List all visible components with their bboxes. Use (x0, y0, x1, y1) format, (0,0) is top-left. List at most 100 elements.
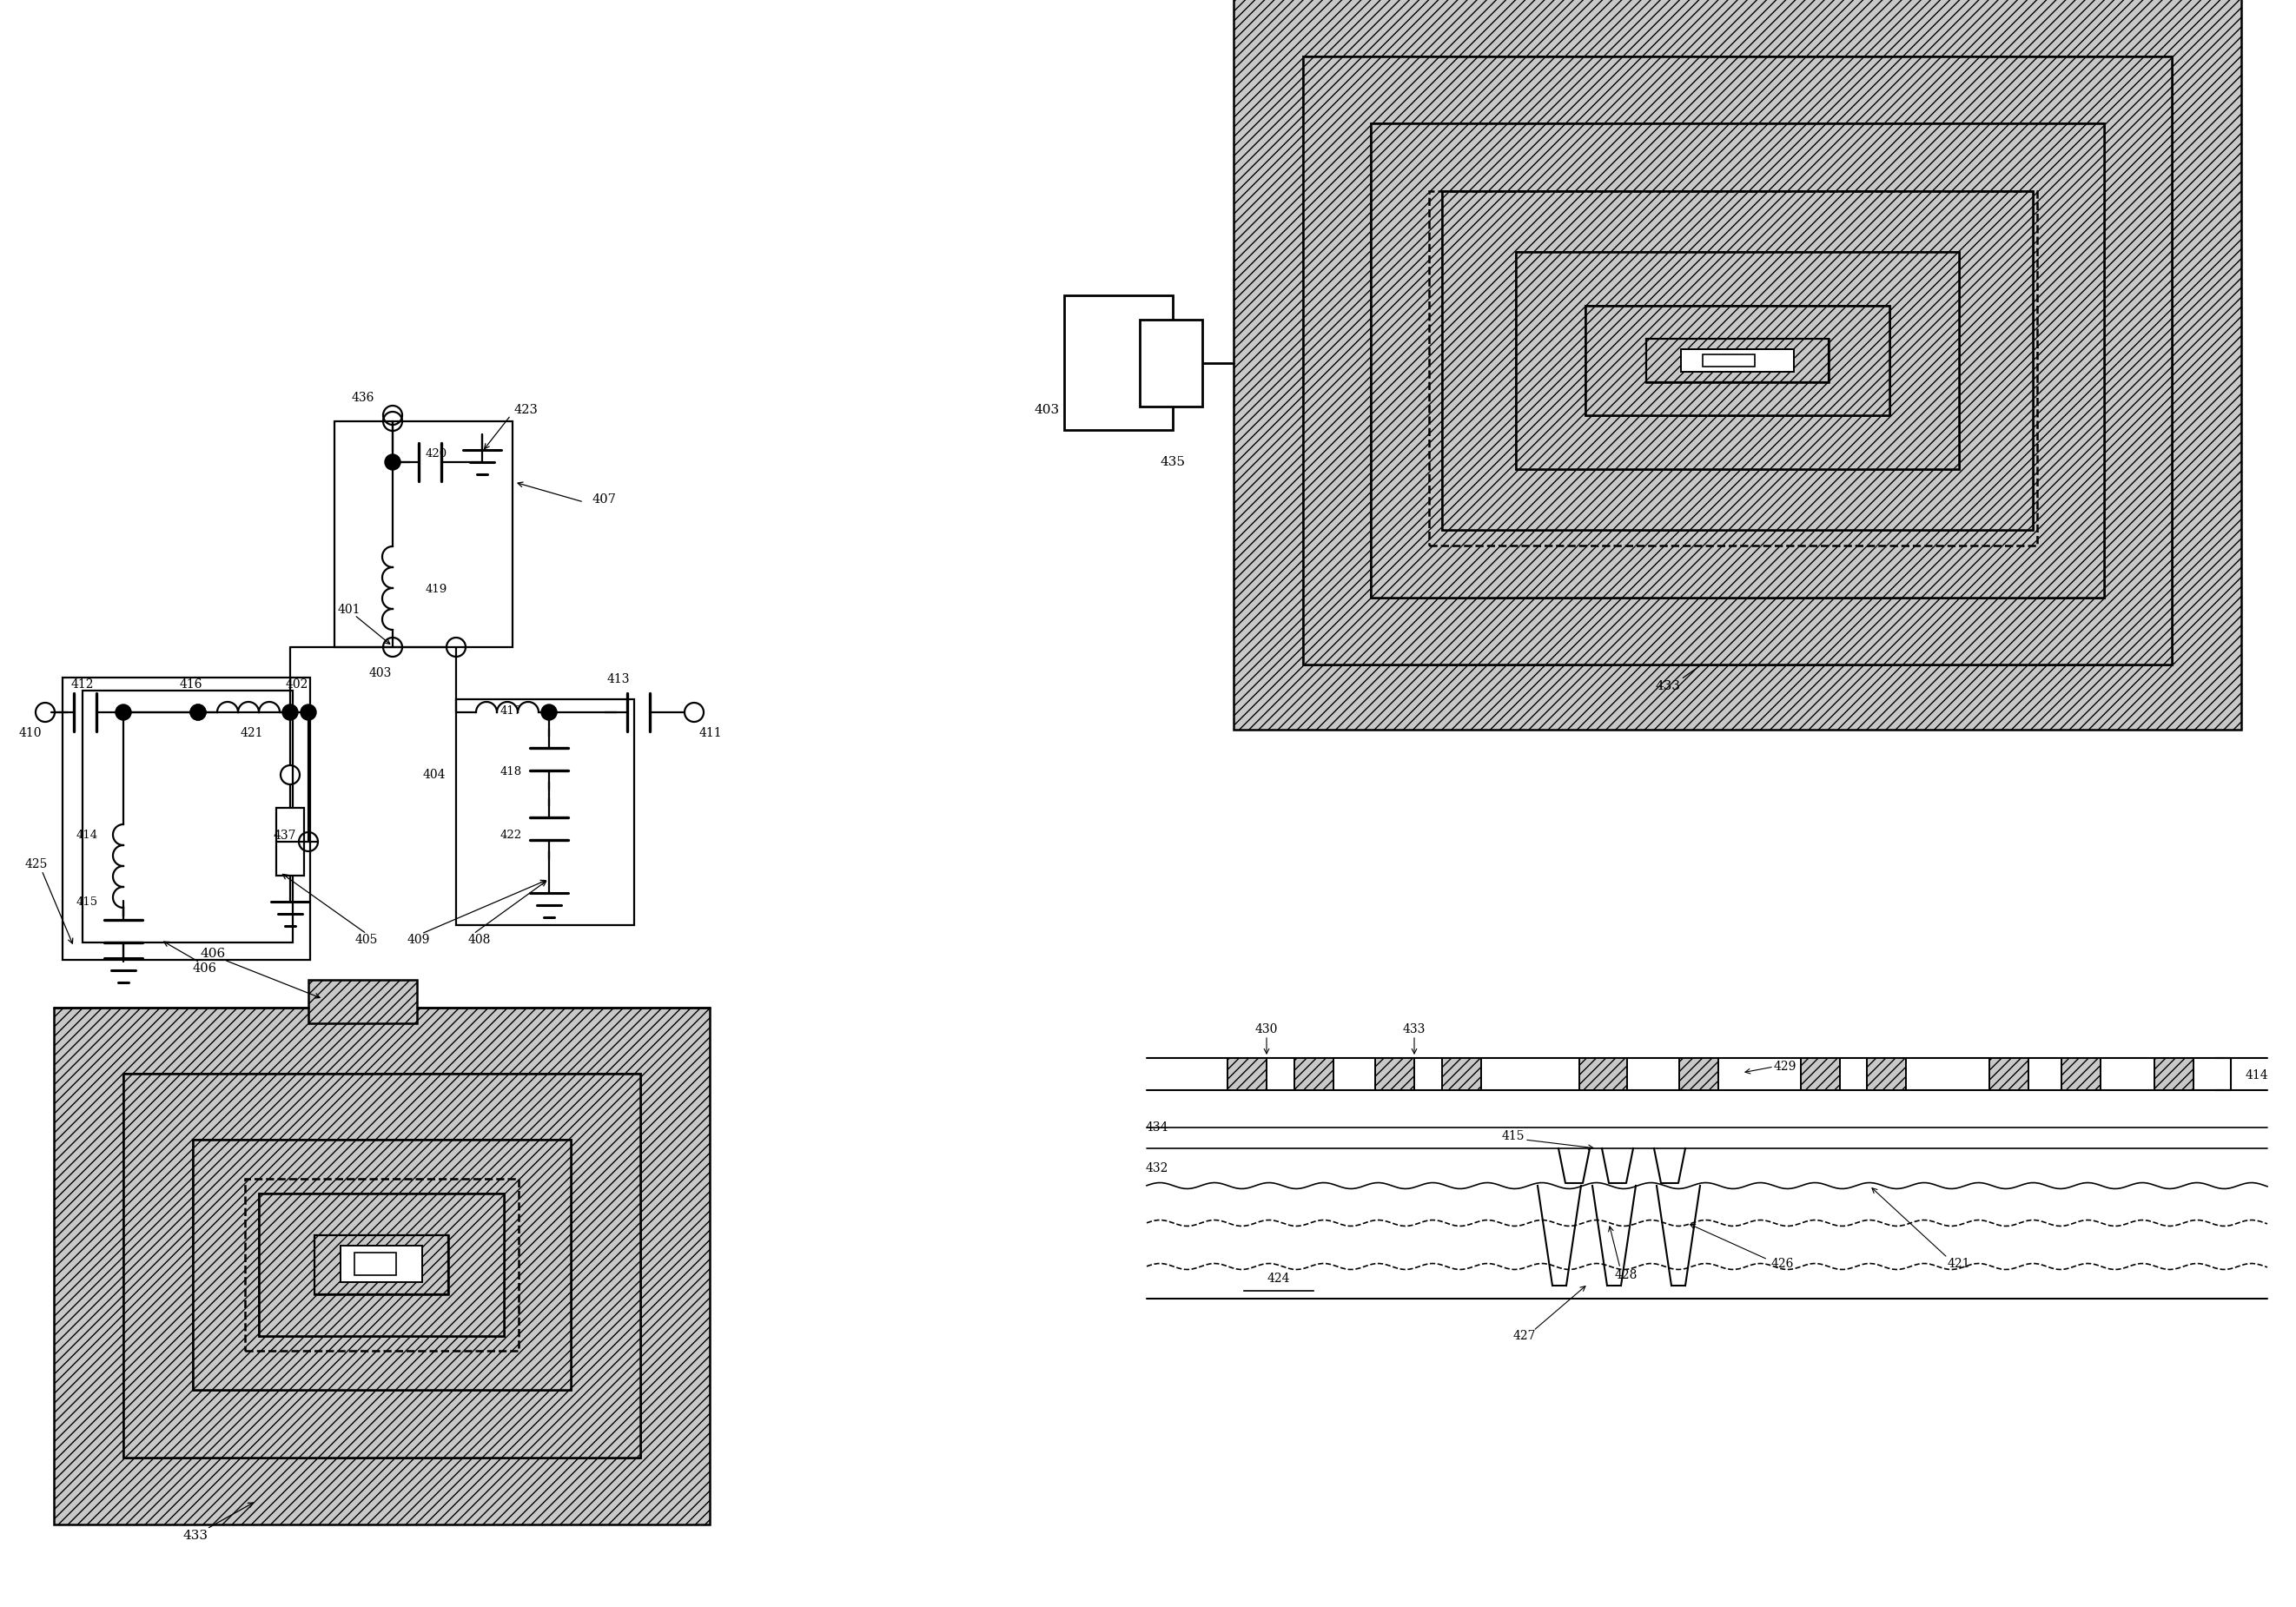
Bar (2154, 1057, 2193, 1090)
Bar (1304, 56, 2172, 665)
Text: 430: 430 (572, 1316, 597, 1327)
Bar (1646, 339, 1828, 382)
Bar (1295, 1057, 1334, 1090)
Text: 406: 406 (193, 963, 216, 974)
Bar (354, 1252, 397, 1276)
Bar (259, 1194, 503, 1335)
Bar (259, 1194, 503, 1335)
Text: 421: 421 (241, 726, 264, 739)
Text: 407: 407 (592, 493, 615, 506)
Text: 433: 433 (1403, 1024, 1426, 1035)
Bar (1304, 56, 2172, 665)
Text: 419: 419 (425, 583, 448, 595)
Text: 412: 412 (71, 678, 94, 691)
Text: 414: 414 (76, 829, 99, 842)
Bar (1063, 296, 1173, 431)
Text: 436: 436 (351, 392, 374, 403)
Bar (1646, 339, 1828, 382)
Bar (1371, 124, 2103, 598)
Text: 416: 416 (179, 678, 202, 691)
Bar (315, 1236, 448, 1294)
Text: 435: 435 (1159, 456, 1185, 468)
Circle shape (191, 704, 207, 720)
Text: 423: 423 (514, 403, 537, 416)
Text: 401: 401 (338, 604, 360, 615)
Bar (193, 1139, 572, 1390)
Bar (2062, 1057, 2101, 1090)
Bar (124, 1073, 641, 1458)
Text: 426: 426 (1770, 1258, 1793, 1270)
Text: 418: 418 (501, 765, 521, 778)
Text: 437: 437 (273, 829, 296, 842)
Text: 409: 409 (406, 934, 429, 947)
Bar (1139, 320, 1203, 407)
Bar (1515, 252, 1958, 469)
Bar (1515, 252, 1958, 469)
Bar (308, 980, 418, 1024)
Text: 403: 403 (1033, 403, 1058, 416)
Bar (1646, 339, 1828, 382)
Bar (1704, 355, 1754, 366)
Text: 413: 413 (606, 673, 629, 685)
Text: 422: 422 (501, 829, 521, 842)
Circle shape (386, 455, 400, 469)
Bar (1587, 305, 1890, 415)
Bar (1371, 124, 2103, 598)
Bar (259, 1194, 503, 1335)
Text: 420: 420 (425, 448, 448, 460)
Bar (1226, 1057, 1265, 1090)
Text: 429: 429 (1880, 280, 1906, 291)
Bar (1442, 191, 2032, 530)
Text: 404: 404 (422, 768, 445, 781)
Bar (457, 699, 634, 926)
Circle shape (282, 704, 298, 720)
Text: 421: 421 (1947, 1258, 1970, 1270)
Text: 432: 432 (1146, 1162, 1169, 1175)
Text: 410: 410 (18, 726, 41, 739)
Text: 414: 414 (2245, 1069, 2268, 1082)
Text: 429: 429 (1775, 1061, 1798, 1073)
Bar (1800, 1057, 1839, 1090)
Circle shape (301, 704, 317, 720)
Text: 417: 417 (501, 705, 521, 717)
Bar (1428, 191, 2037, 545)
Bar (1442, 1057, 1481, 1090)
Text: 434: 434 (1146, 1122, 1169, 1133)
Bar (193, 1139, 572, 1390)
Bar (1587, 305, 1890, 415)
Text: 433: 433 (1655, 680, 1681, 693)
Bar (1988, 1057, 2027, 1090)
Bar (124, 1073, 641, 1458)
Text: 429: 429 (466, 1139, 491, 1151)
Text: 428: 428 (1614, 1270, 1637, 1281)
Bar (193, 1139, 572, 1390)
Bar (1233, 0, 2241, 730)
Bar (276, 808, 303, 876)
Bar (1580, 1057, 1626, 1090)
Bar (1681, 349, 1793, 371)
Bar (1867, 1057, 1906, 1090)
Text: 406: 406 (200, 948, 225, 959)
Text: 408: 408 (468, 934, 491, 947)
Text: 430: 430 (1256, 1024, 1279, 1035)
Text: 424: 424 (1267, 1273, 1290, 1284)
Bar (1304, 56, 2172, 665)
Bar (1587, 305, 1890, 415)
Bar (1442, 191, 2032, 530)
Circle shape (191, 704, 207, 720)
Circle shape (542, 704, 558, 720)
Bar (340, 1245, 422, 1282)
Text: 433: 433 (184, 1530, 209, 1541)
Bar (1375, 1057, 1414, 1090)
Bar (1678, 1057, 1717, 1090)
Text: 430: 430 (2060, 427, 2085, 440)
Bar (1515, 252, 1958, 469)
Bar (1442, 191, 2032, 530)
Text: 403: 403 (370, 667, 393, 680)
Bar (315, 1236, 448, 1294)
Text: 411: 411 (698, 726, 723, 739)
Bar (62, 678, 310, 959)
Bar (335, 421, 512, 648)
Bar (53, 1008, 709, 1525)
Text: 425: 425 (25, 858, 48, 871)
